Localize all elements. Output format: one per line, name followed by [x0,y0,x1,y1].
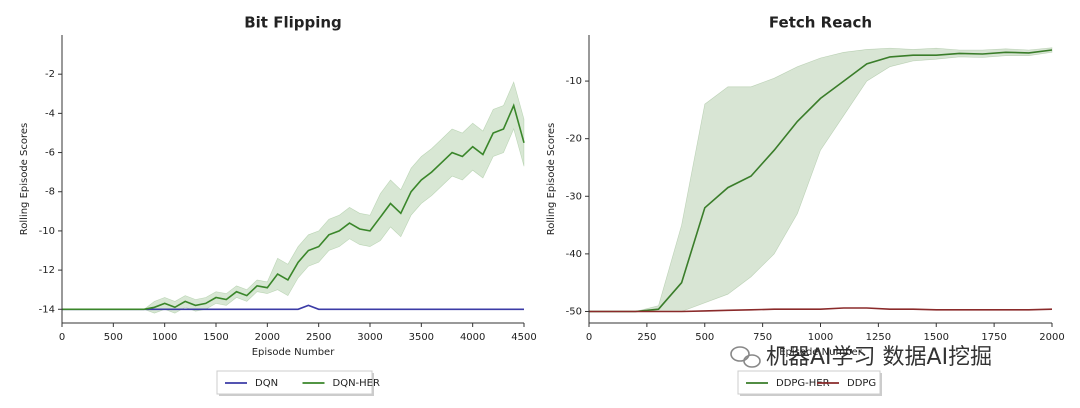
y-tick-label: -50 [566,306,582,317]
y-axis-label: Rolling Episode Scores [546,123,557,236]
y-tick-label: -14 [39,304,55,315]
x-tick-label: 2000 [1039,332,1064,343]
x-tick-label: 250 [637,332,656,343]
legend-label: DQN [255,378,278,389]
chart-title: Fetch Reach [769,14,872,32]
series-line [589,49,1053,313]
x-tick-label: 4000 [460,332,485,343]
y-tick-label: -40 [566,249,582,260]
x-tick-label: 1500 [203,332,228,343]
x-tick-label: 1250 [866,332,891,343]
y-tick-label: -8 [45,187,55,198]
y-tick-label: -20 [566,134,582,145]
x-tick-label: 2500 [306,332,331,343]
legend-box [216,370,373,395]
x-tick-label: 1500 [924,332,949,343]
chart-title: Bit Flipping [244,14,342,32]
x-tick-label: 500 [695,332,714,343]
x-tick-label: 1000 [808,332,833,343]
x-tick-label: 4500 [511,332,536,343]
x-tick-label: 3000 [357,332,382,343]
watermark-icon [730,346,761,368]
series-line [62,103,525,311]
series-line [589,307,1053,313]
x-tick-label: 0 [59,332,65,343]
legend-label: DDPG [847,378,876,389]
watermark: 机器AI学习 数据AI挖掘 [766,345,992,370]
legend-box [737,370,881,395]
x-tick-label: 2000 [255,332,280,343]
y-tick-label: -30 [566,191,582,202]
x-tick-label: 0 [586,332,592,343]
x-tick-label: 1750 [981,332,1006,343]
y-tick-label: -6 [45,148,55,159]
y-tick-label: -12 [39,265,55,276]
y-tick-label: -4 [45,108,55,119]
x-axis-label: Episode Number [252,347,336,358]
y-tick-label: -10 [566,76,582,87]
y-tick-label: -10 [39,226,55,237]
x-tick-label: 3500 [409,332,434,343]
legend-label: DDPG-HER [776,378,830,389]
x-axis-label: Episode Number [779,347,863,358]
x-tick-label: 750 [753,332,772,343]
legend-label: DQN-HER [333,378,380,389]
x-tick-label: 1000 [152,332,177,343]
x-tick-label: 500 [104,332,123,343]
y-axis-label: Rolling Episode Scores [19,123,30,236]
y-tick-label: -2 [45,69,55,80]
